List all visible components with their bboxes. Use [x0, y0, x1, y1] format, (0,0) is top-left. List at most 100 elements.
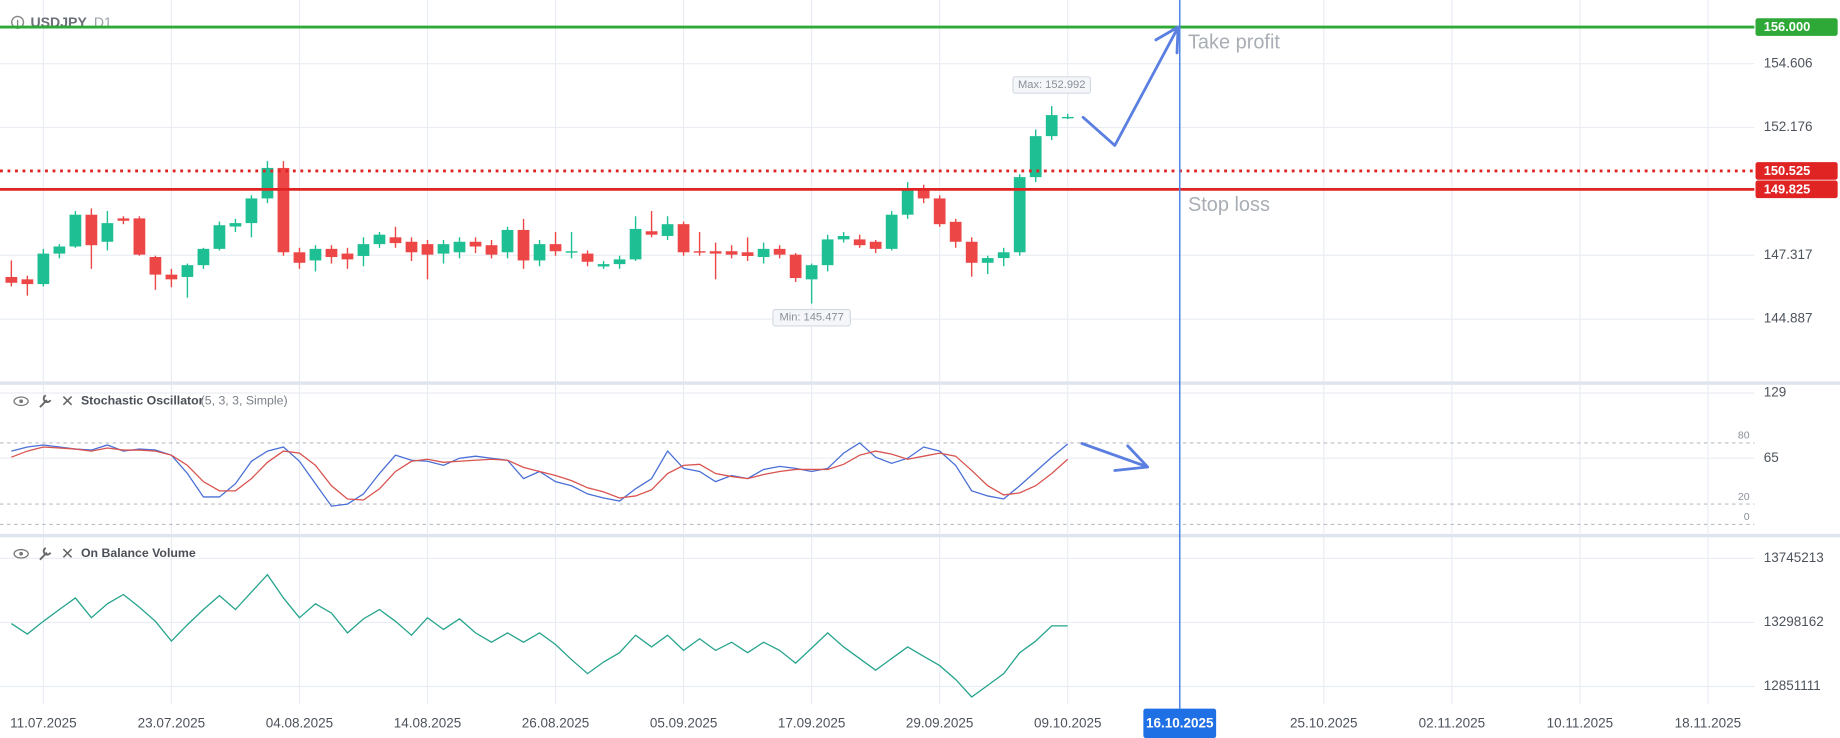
- oscillator-level-label: 0: [1744, 511, 1750, 523]
- drawn-arrow: [1080, 442, 1150, 472]
- obv-close-icon[interactable]: [62, 548, 73, 558]
- candle-body: [933, 198, 946, 225]
- candle-body: [581, 253, 594, 262]
- y-tick-label: 147.317: [1764, 247, 1813, 262]
- candle-body: [133, 218, 146, 255]
- x-tick-label: 11.07.2025: [10, 715, 77, 730]
- stoch-settings-icon[interactable]: [39, 394, 52, 408]
- indicator-params: (5, 3, 3, Simple): [201, 394, 288, 408]
- candle-body: [645, 231, 658, 235]
- x-tick-label: 02.11.2025: [1419, 715, 1486, 730]
- drawn-arrow: [1081, 25, 1180, 147]
- candle-body: [709, 251, 722, 254]
- oscillator-level-label: 20: [1738, 491, 1750, 503]
- candle-body: [997, 252, 1010, 259]
- x-tick-label: 29.09.2025: [906, 715, 974, 730]
- candle-body: [965, 241, 978, 263]
- y-tick-label: 13298162: [1764, 614, 1824, 629]
- candle-body: [245, 198, 258, 224]
- x-tick-label: 10.11.2025: [1547, 715, 1614, 730]
- extreme-tag-box: [772, 308, 851, 327]
- candle-body: [949, 221, 962, 242]
- candle-body: [197, 248, 210, 266]
- candle-body: [149, 257, 162, 275]
- candle-body: [757, 248, 770, 258]
- candle-body: [37, 253, 50, 285]
- extreme-tag-box: [1012, 76, 1092, 94]
- extreme-tag: Max: 152.992: [1018, 79, 1085, 91]
- candle-body: [437, 244, 450, 254]
- candle-body: [773, 248, 786, 255]
- y-tick-label: 13745213: [1764, 550, 1824, 565]
- panel-separator: [0, 381, 1840, 385]
- x-tick-label: 17.09.2025: [778, 715, 846, 730]
- price-level-tag: [1755, 162, 1838, 180]
- candle-body: [693, 251, 706, 253]
- y-tick-label: 12851111: [1764, 678, 1821, 693]
- x-tick-label: 18.11.2025: [1675, 715, 1742, 730]
- candle-body: [69, 214, 82, 247]
- candle-body: [261, 167, 274, 199]
- candle-body: [181, 265, 194, 277]
- candle-body: [1061, 116, 1074, 119]
- candle-body: [213, 225, 226, 249]
- price-level-label: 149.825: [1764, 181, 1811, 196]
- candle-body: [293, 252, 306, 263]
- candle-body: [501, 229, 514, 253]
- candle-body: [1045, 115, 1058, 137]
- stoch-eye-icon[interactable]: [13, 396, 29, 407]
- price-level-tag: [1755, 18, 1838, 36]
- candle-body: [677, 224, 690, 253]
- candle-body: [357, 244, 370, 256]
- obv-eye-icon[interactable]: [13, 548, 29, 559]
- candle-body: [517, 229, 530, 261]
- candle-body: [309, 248, 322, 261]
- candle-body: [629, 228, 642, 260]
- candle-body: [421, 244, 434, 255]
- obv-settings-icon[interactable]: [39, 547, 52, 561]
- candle-body: [485, 245, 498, 255]
- crosshair-label: 16.10.2025: [1146, 715, 1214, 730]
- candle-body: [597, 264, 610, 267]
- x-tick-label: 25.10.2025: [1290, 715, 1358, 730]
- candle-body: [549, 244, 562, 252]
- candle-body: [229, 223, 242, 227]
- candle-body: [53, 246, 66, 254]
- y-tick-label: 154.606: [1764, 55, 1813, 70]
- x-tick-label: 09.10.2025: [1034, 715, 1102, 730]
- candle-body: [453, 241, 466, 253]
- candle-body: [613, 259, 626, 265]
- candle-body: [389, 237, 402, 244]
- candle-body: [741, 252, 754, 256]
- candle-body: [373, 234, 386, 245]
- candle-body: [565, 251, 578, 253]
- price-level-label: 156.000: [1764, 19, 1811, 34]
- candle-body: [917, 188, 930, 199]
- indicator-title: On Balance Volume: [81, 546, 196, 560]
- candle-body: [805, 265, 818, 280]
- x-tick-label: 05.09.2025: [650, 715, 718, 730]
- candle-body: [821, 239, 834, 266]
- extreme-tag: Min: 145.477: [779, 312, 843, 324]
- candle-body: [5, 276, 18, 283]
- price-level-label: 150.525: [1764, 163, 1811, 178]
- candle-body: [789, 254, 802, 279]
- candle-body: [117, 218, 130, 221]
- level-annotation: Take profit: [1188, 32, 1280, 54]
- price-level-tag: [1755, 180, 1838, 199]
- y-tick-label: 152.176: [1764, 119, 1813, 134]
- oscillator-level-label: 80: [1738, 430, 1750, 442]
- candle-body: [837, 235, 850, 240]
- candle-body: [85, 214, 98, 246]
- candle-body: [981, 258, 994, 263]
- candle-body: [533, 244, 546, 261]
- x-tick-label: 26.08.2025: [522, 715, 590, 730]
- stoch-close-icon[interactable]: [62, 396, 73, 406]
- y-tick-label: 129: [1764, 385, 1787, 400]
- series-line: [11, 446, 1069, 501]
- indicator-title: Stochastic Oscillator: [81, 394, 204, 408]
